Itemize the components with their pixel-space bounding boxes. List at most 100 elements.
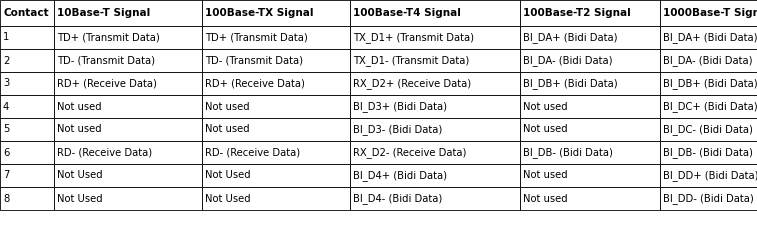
Bar [520,141,660,164]
Text: RD+ (Receive Data): RD+ (Receive Data) [57,78,157,89]
Bar [350,187,520,210]
Bar [520,72,660,95]
Bar [202,95,350,118]
Bar [202,49,350,72]
Text: RD- (Receive Data): RD- (Receive Data) [205,148,300,157]
Bar [660,0,757,26]
Text: 7: 7 [3,171,9,180]
Bar [520,26,660,49]
Bar [54,187,202,210]
Bar [520,95,660,118]
Text: Not used: Not used [523,125,568,134]
Text: BI_DB- (Bidi Data): BI_DB- (Bidi Data) [663,147,753,158]
Text: 1000Base-T Signal: 1000Base-T Signal [663,8,757,18]
Text: TX_D1+ (Transmit Data): TX_D1+ (Transmit Data) [353,32,474,43]
Bar [520,49,660,72]
Text: BI_DB+ (Bidi Data): BI_DB+ (Bidi Data) [663,78,757,89]
Bar [54,26,202,49]
Bar [0,95,54,118]
Bar [54,118,202,141]
Text: Not used: Not used [57,125,101,134]
Bar [350,0,520,26]
Text: 100Base-TX Signal: 100Base-TX Signal [205,8,313,18]
Bar [202,141,350,164]
Bar [660,164,757,187]
Text: BI_DC+ (Bidi Data): BI_DC+ (Bidi Data) [663,101,757,112]
Text: Contact: Contact [3,8,48,18]
Bar [0,141,54,164]
Bar [202,187,350,210]
Text: BI_DA- (Bidi Data): BI_DA- (Bidi Data) [523,55,612,66]
Bar [520,187,660,210]
Bar [0,0,54,26]
Text: 5: 5 [3,125,9,134]
Text: Not used: Not used [57,102,101,111]
Text: BI_DA+ (Bidi Data): BI_DA+ (Bidi Data) [663,32,757,43]
Bar [0,118,54,141]
Text: TD- (Transmit Data): TD- (Transmit Data) [205,55,303,66]
Bar [202,26,350,49]
Bar [660,187,757,210]
Bar [202,118,350,141]
Bar [202,72,350,95]
Text: 4: 4 [3,102,9,111]
Bar [0,187,54,210]
Text: 1: 1 [3,32,9,43]
Bar [202,0,350,26]
Text: RD- (Receive Data): RD- (Receive Data) [57,148,152,157]
Text: 2: 2 [3,55,9,66]
Text: Not used: Not used [205,102,250,111]
Bar [660,72,757,95]
Text: TX_D1- (Transmit Data): TX_D1- (Transmit Data) [353,55,469,66]
Bar [0,164,54,187]
Text: BI_DC- (Bidi Data): BI_DC- (Bidi Data) [663,124,753,135]
Text: BI_DB+ (Bidi Data): BI_DB+ (Bidi Data) [523,78,618,89]
Text: TD+ (Transmit Data): TD+ (Transmit Data) [57,32,160,43]
Bar [520,0,660,26]
Bar [0,26,54,49]
Text: BI_DD+ (Bidi Data): BI_DD+ (Bidi Data) [663,170,757,181]
Text: Not Used: Not Used [205,193,251,204]
Text: RX_D2- (Receive Data): RX_D2- (Receive Data) [353,147,466,158]
Bar [660,49,757,72]
Bar [350,141,520,164]
Text: TD- (Transmit Data): TD- (Transmit Data) [57,55,155,66]
Text: Not Used: Not Used [57,193,103,204]
Text: 10Base-T Signal: 10Base-T Signal [57,8,150,18]
Bar [54,95,202,118]
Bar [0,72,54,95]
Bar [202,164,350,187]
Bar [660,95,757,118]
Text: 100Base-T4 Signal: 100Base-T4 Signal [353,8,461,18]
Text: Not used: Not used [205,125,250,134]
Bar [660,26,757,49]
Bar [350,26,520,49]
Bar [350,72,520,95]
Bar [54,141,202,164]
Text: 8: 8 [3,193,9,204]
Bar [350,118,520,141]
Text: Not used: Not used [523,193,568,204]
Bar [350,49,520,72]
Text: BI_DB- (Bidi Data): BI_DB- (Bidi Data) [523,147,613,158]
Bar [54,0,202,26]
Bar [660,141,757,164]
Text: BI_DD- (Bidi Data): BI_DD- (Bidi Data) [663,193,754,204]
Bar [350,95,520,118]
Text: Not used: Not used [523,171,568,180]
Text: 100Base-T2 Signal: 100Base-T2 Signal [523,8,631,18]
Text: Not Used: Not Used [57,171,103,180]
Text: 3: 3 [3,78,9,89]
Text: BI_D4+ (Bidi Data): BI_D4+ (Bidi Data) [353,170,447,181]
Bar [520,118,660,141]
Text: BI_D4- (Bidi Data): BI_D4- (Bidi Data) [353,193,442,204]
Text: BI_DA- (Bidi Data): BI_DA- (Bidi Data) [663,55,752,66]
Text: BI_D3+ (Bidi Data): BI_D3+ (Bidi Data) [353,101,447,112]
Bar [660,118,757,141]
Text: RD+ (Receive Data): RD+ (Receive Data) [205,78,305,89]
Bar [520,164,660,187]
Bar [54,72,202,95]
Text: BI_DA+ (Bidi Data): BI_DA+ (Bidi Data) [523,32,618,43]
Bar [350,164,520,187]
Text: BI_D3- (Bidi Data): BI_D3- (Bidi Data) [353,124,442,135]
